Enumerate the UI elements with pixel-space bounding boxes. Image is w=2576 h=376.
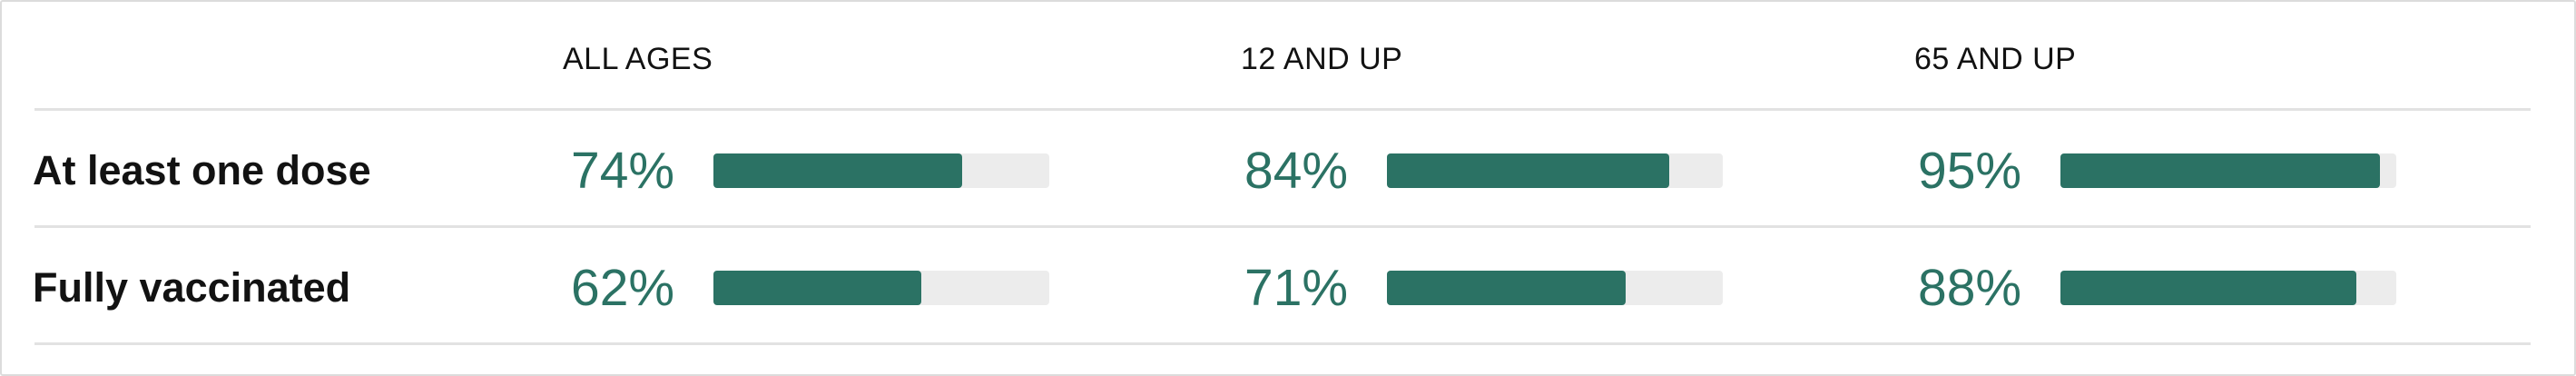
bar-track <box>713 153 1049 188</box>
bar-fill <box>713 271 922 305</box>
value-label: 88% <box>1918 259 2022 317</box>
value-label: 74% <box>571 142 675 200</box>
bar-track <box>2060 271 2396 305</box>
bar-track <box>1387 271 1723 305</box>
divider-line <box>34 225 2531 228</box>
bar-track <box>2060 153 2396 188</box>
bar-fill <box>2060 153 2380 188</box>
column-header-65-and-up: 65 AND UP <box>1914 42 2077 76</box>
value-label: 62% <box>571 259 675 317</box>
column-header-12-and-up: 12 AND UP <box>1241 42 1403 76</box>
row-label-at-least-one-dose: At least one dose <box>33 147 371 193</box>
divider-line <box>34 342 2531 345</box>
bar-fill <box>713 153 962 188</box>
bar-fill <box>1387 153 1669 188</box>
bar-track <box>713 271 1049 305</box>
bar-track <box>1387 153 1723 188</box>
divider-line <box>34 108 2531 111</box>
value-label: 84% <box>1244 142 1349 200</box>
column-header-all-ages: ALL AGES <box>563 42 713 76</box>
row-label-fully-vaccinated: Fully vaccinated <box>33 264 351 311</box>
bar-fill <box>1387 271 1626 305</box>
value-label: 95% <box>1918 142 2022 200</box>
bar-fill <box>2060 271 2356 305</box>
value-label: 71% <box>1244 259 1349 317</box>
